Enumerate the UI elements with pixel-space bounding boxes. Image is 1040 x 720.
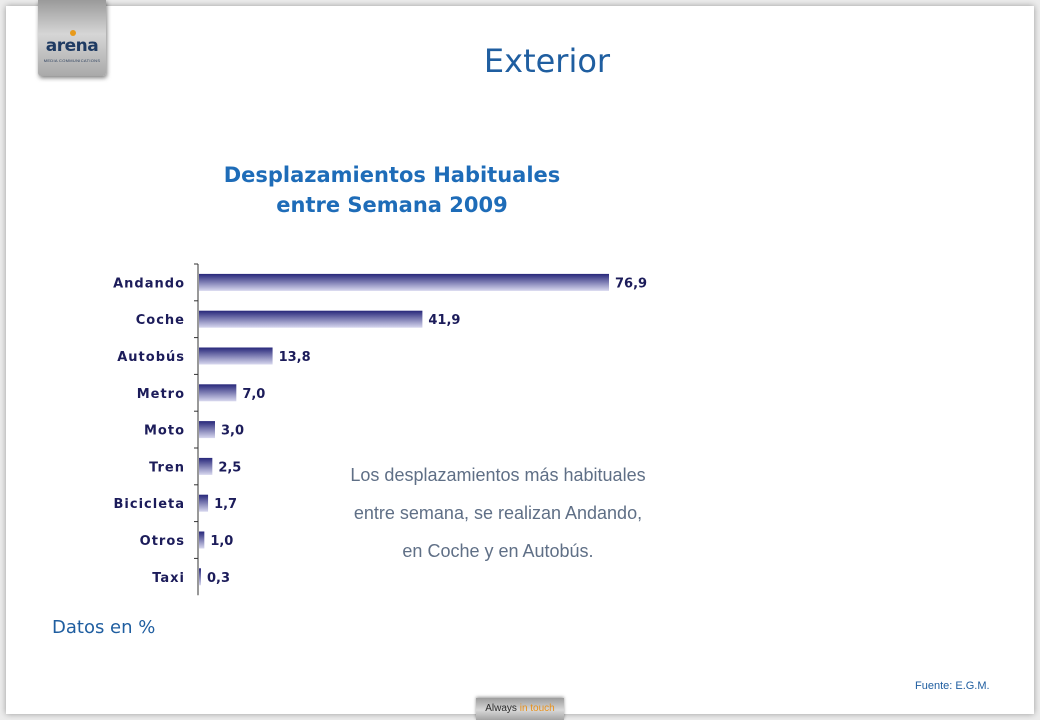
units-label: Datos en %	[52, 617, 156, 638]
logo-subtext: MEDIA COMMUNICATIONS	[43, 58, 101, 63]
bar	[199, 421, 215, 439]
page-title: Exterior	[483, 42, 611, 80]
category-label: Otros	[140, 534, 185, 549]
bar	[199, 273, 609, 291]
bar	[199, 347, 273, 365]
bar	[199, 457, 213, 475]
logo-text: arena	[45, 36, 99, 56]
data-label: 0,3	[207, 571, 230, 586]
category-label: Tren	[149, 460, 185, 475]
data-label: 3,0	[221, 424, 244, 439]
category-label: Bicicleta	[114, 497, 186, 512]
chart-commentary: Los desplazamientos más habituales entre…	[300, 456, 696, 570]
category-label: Coche	[136, 313, 185, 328]
data-label: 1,7	[214, 497, 237, 512]
note-line-1: Los desplazamientos más habituales	[350, 465, 646, 485]
arena-logo: arena MEDIA COMMUNICATIONS	[38, 0, 106, 76]
data-label: 76,9	[615, 276, 647, 291]
tagline-part-1: Always	[485, 703, 517, 714]
data-label: 13,8	[279, 350, 311, 365]
chart-title-line-1: Desplazamientos Habituales	[223, 163, 561, 187]
data-label: 1,0	[210, 534, 233, 549]
data-label: 7,0	[242, 387, 265, 402]
source-label: Fuente: E.G.M.	[915, 680, 990, 692]
category-label: Moto	[144, 424, 185, 439]
bar	[199, 310, 423, 328]
category-label: Metro	[137, 387, 185, 402]
note-line-3: en Coche y en Autobús.	[402, 541, 594, 561]
data-label: 41,9	[428, 313, 460, 328]
logo-dot-icon	[70, 30, 76, 36]
data-label: 2,5	[218, 460, 241, 475]
bar	[199, 531, 205, 549]
tagline-part-2: in touch	[519, 703, 555, 714]
note-line-2: entre semana, se realizan Andando,	[353, 503, 643, 523]
slide	[6, 6, 1034, 714]
bar	[199, 494, 209, 512]
bar	[199, 384, 237, 402]
category-label: Andando	[113, 276, 185, 291]
category-label: Taxi	[152, 571, 185, 586]
bar	[199, 568, 201, 586]
chart-title-line-2: entre Semana 2009	[276, 193, 508, 217]
tagline-badge: Always in touch	[476, 698, 564, 720]
chart-title: Desplazamientos Habituales entre Semana …	[192, 160, 592, 220]
category-label: Autobús	[117, 350, 185, 365]
